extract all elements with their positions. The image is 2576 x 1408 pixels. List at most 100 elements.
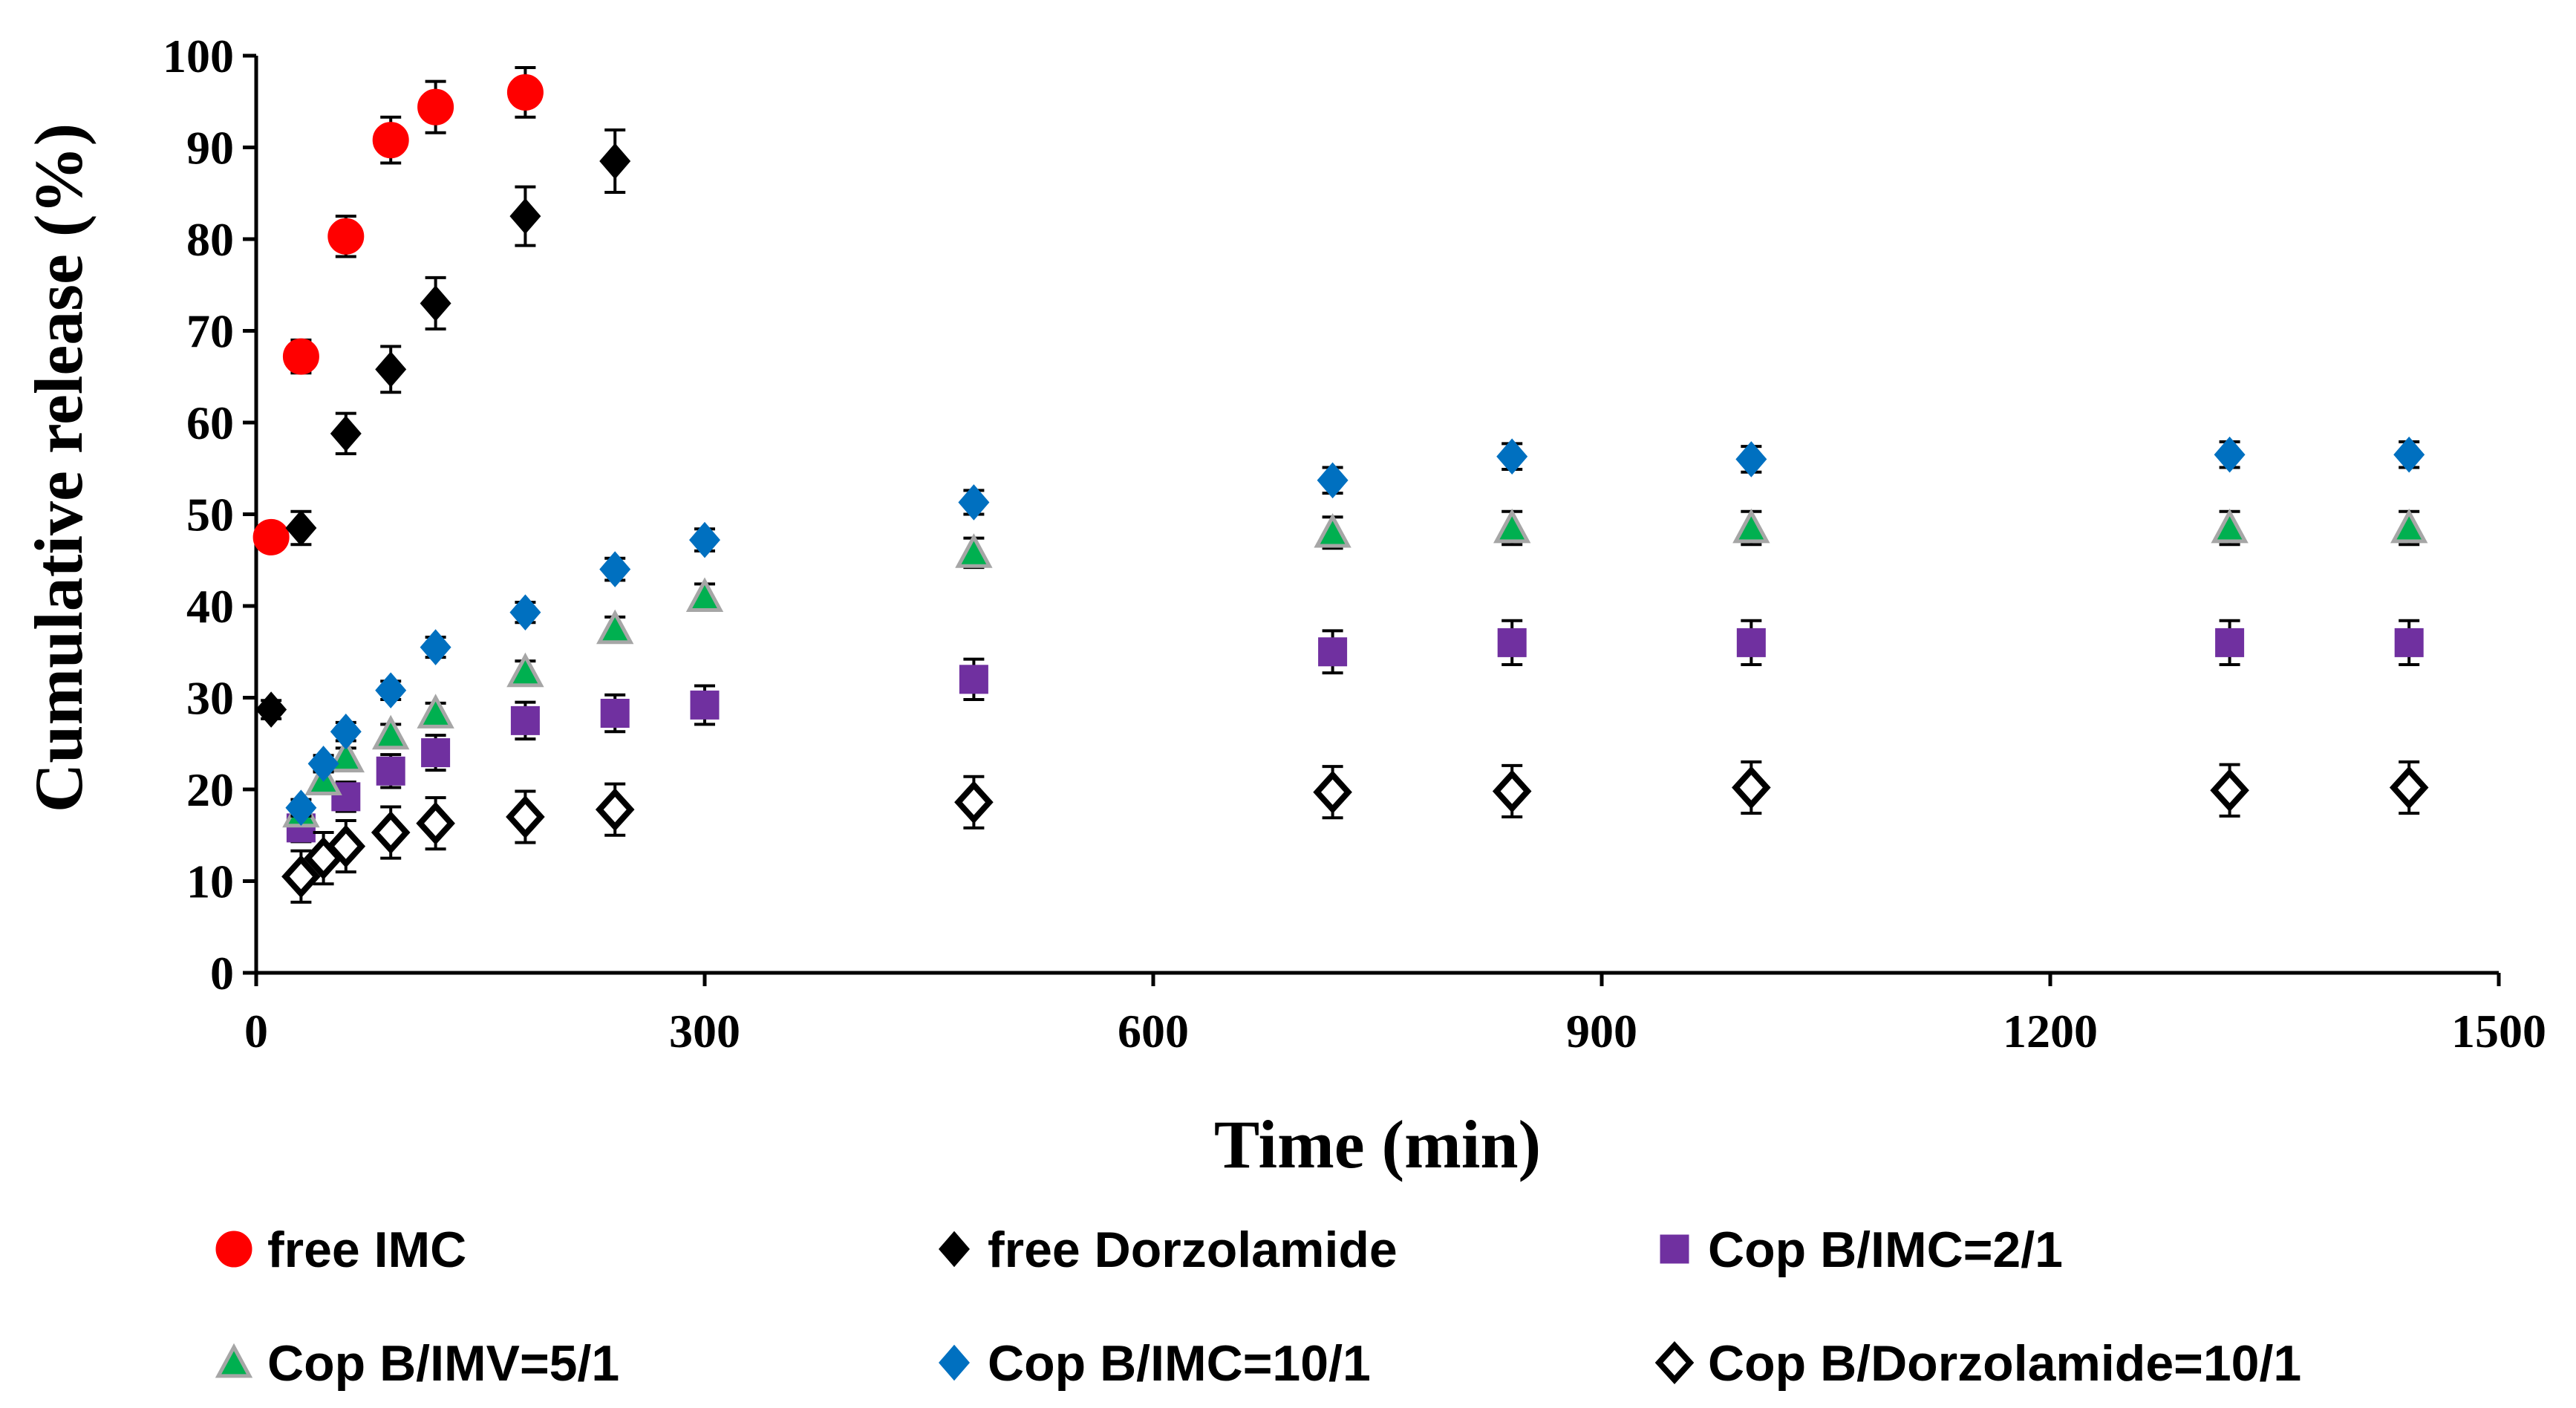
data-point [2215,628,2245,657]
data-point [1732,766,1771,809]
x-tick-label: 1200 [2003,1005,2098,1057]
data-point [307,746,339,782]
data-point [252,518,290,555]
data-point [510,705,540,735]
data-point [285,789,317,826]
legend-marker [1654,1340,1695,1385]
data-point [2210,769,2249,812]
y-tick-label: 40 [186,580,234,633]
series-2 [255,128,631,728]
data-point [1314,512,1351,548]
x-axis-title: Time (min) [1214,1106,1541,1182]
data-point [375,351,407,388]
data-point [2389,766,2429,809]
data-point [1492,769,1532,813]
data-point [282,338,319,375]
legend-marker [215,1343,253,1378]
data-point [417,88,454,126]
data-point [1496,438,1528,475]
y-tick-label: 90 [186,122,234,175]
data-point [371,810,411,855]
legend-label: Cop B/IMC=2/1 [1708,1222,2063,1278]
y-tick-label: 10 [186,855,234,908]
y-tick-label: 60 [186,397,234,449]
legend-label: Cop B/IMC=10/1 [988,1335,1371,1392]
legend-label: Cop B/IMV=5/1 [267,1335,619,1392]
x-tick-label: 0 [244,1005,268,1057]
x-tick-label: 900 [1566,1005,1637,1057]
data-point [1735,441,1767,478]
data-point [1736,628,1766,657]
data-point [2211,508,2249,544]
y-tick-label: 20 [186,763,234,816]
data-point [416,801,455,845]
data-point [330,415,362,452]
data-point [2393,436,2425,473]
data-point [285,509,317,547]
data-point [689,521,720,558]
series-5 [285,436,2425,826]
data-point [599,551,631,587]
data-point [958,484,990,521]
legend-label: Cop B/Dorzolamide=10/1 [1708,1335,2301,1392]
series-1 [252,66,544,555]
legend-marker [939,1231,970,1268]
x-tick-label: 300 [669,1005,740,1057]
data-point [417,694,454,729]
legend-item: Cop B/Dorzolamide=10/1 [1654,1335,2301,1392]
legend-marker [939,1344,970,1381]
data-point [600,698,630,728]
data-point [1493,508,1531,544]
data-point [330,713,362,750]
data-point [2214,436,2246,473]
y-tick-label: 50 [186,489,234,541]
legend-label: free Dorzolamide [988,1222,1398,1278]
legend-item: Cop B/IMC=2/1 [1660,1222,2063,1278]
legend: free IMC free Dorzolamide Cop B/IMC=2/1 Cop… [215,1222,2301,1392]
data-point [595,788,635,832]
data-point [2390,508,2428,544]
y-tick-label: 80 [186,213,234,266]
data-point [327,218,365,255]
legend-item: free Dorzolamide [939,1222,1398,1278]
data-point [376,756,405,786]
data-point [375,672,407,708]
data-point [506,795,545,839]
y-axis-title: Cumulative release (%) [21,123,97,812]
data-point [506,74,544,111]
legend-item: free IMC [215,1222,466,1278]
data-point [372,714,410,750]
data-point [326,824,366,868]
series-4 [282,508,2428,828]
data-point [420,629,451,665]
series-6 [281,760,2429,904]
data-point [509,198,541,235]
data-point [506,652,544,688]
y-tick-label: 70 [186,305,234,358]
legend-label: free IMC [267,1222,466,1278]
data-point [690,690,720,720]
data-point [596,609,634,645]
data-point [955,533,993,568]
legend-item: Cop B/IMC=10/1 [939,1335,1371,1392]
data-point [2394,628,2424,657]
y-tick-label: 100 [163,30,234,82]
data-point [1317,462,1349,499]
y-tick-label: 30 [186,672,234,725]
legend-item: Cop B/IMV=5/1 [215,1335,619,1392]
data-point [599,143,631,180]
x-tick-label: 1500 [2451,1005,2546,1057]
data-point [1497,628,1527,657]
series-3 [286,619,2424,844]
data-point [1732,508,1770,544]
data-point [281,855,321,899]
data-point [421,738,451,768]
axes: 0 10 20 30 40 50 60 70 80 90 100 0 300 600 900 1200 1500 [163,30,2546,1057]
legend-marker [215,1231,252,1268]
legend-marker [1660,1234,1689,1264]
data-point [1318,637,1348,667]
y-tick-label: 0 [210,947,234,1000]
data-point [420,285,451,322]
data-point [255,691,287,728]
